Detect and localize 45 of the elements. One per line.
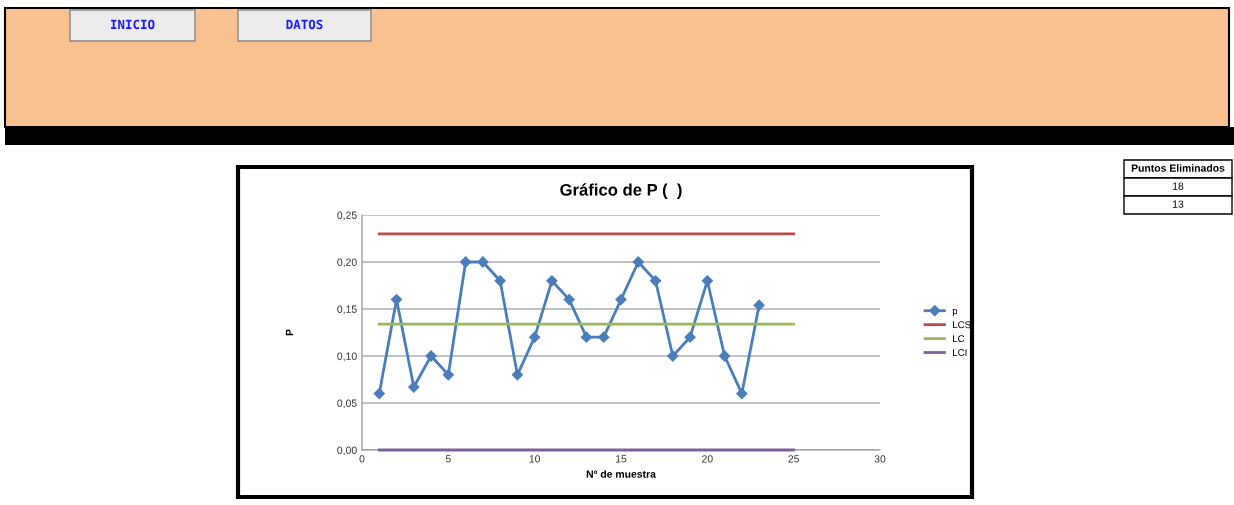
point xyxy=(736,387,748,400)
x-tick-label: 30 xyxy=(874,455,886,463)
x-tick-label: 25 xyxy=(788,455,800,463)
point xyxy=(718,350,731,362)
point xyxy=(529,331,541,343)
text: Puntos Eliminados xyxy=(1131,164,1225,172)
x-tick-label: 5 xyxy=(445,455,451,463)
text: DATOS xyxy=(286,19,323,30)
text: 13 xyxy=(1173,200,1184,208)
y-tick-label: 0,15 xyxy=(337,305,357,315)
point xyxy=(459,256,472,268)
point xyxy=(615,293,627,306)
point xyxy=(563,293,575,306)
y-tick-label: 0,00 xyxy=(337,446,357,456)
y-tick-label: 0,05 xyxy=(337,399,357,409)
point xyxy=(684,331,696,343)
x-tick-label: 15 xyxy=(616,455,627,463)
point xyxy=(408,381,420,393)
legend-label: LC xyxy=(953,335,965,343)
point xyxy=(701,275,713,287)
x-tick-label: 20 xyxy=(702,455,713,463)
y-tick-label: 0,20 xyxy=(337,258,357,268)
point xyxy=(373,387,385,400)
text: INICIO xyxy=(110,19,155,30)
legend-label: LCI xyxy=(953,349,967,356)
point xyxy=(511,369,524,381)
x-axis-title: Nº de muestra xyxy=(586,470,656,478)
point xyxy=(494,275,506,287)
y-tick-label: 0,10 xyxy=(337,352,357,362)
point xyxy=(477,256,489,268)
legend-label: p xyxy=(952,308,958,317)
point xyxy=(442,369,454,381)
point xyxy=(598,331,610,343)
x-tick-label: 0 xyxy=(359,455,365,463)
point xyxy=(649,275,662,287)
point xyxy=(580,331,593,343)
text: 18 xyxy=(1173,182,1184,190)
x-tick-label: 10 xyxy=(529,455,541,463)
point xyxy=(667,350,679,362)
y-tick-label: 0,25 xyxy=(337,211,357,221)
point xyxy=(753,299,765,311)
chart-title: Gráfico de P ( ) xyxy=(560,183,682,200)
y-axis-title: P xyxy=(285,329,294,336)
point xyxy=(546,275,558,287)
point xyxy=(632,256,644,268)
